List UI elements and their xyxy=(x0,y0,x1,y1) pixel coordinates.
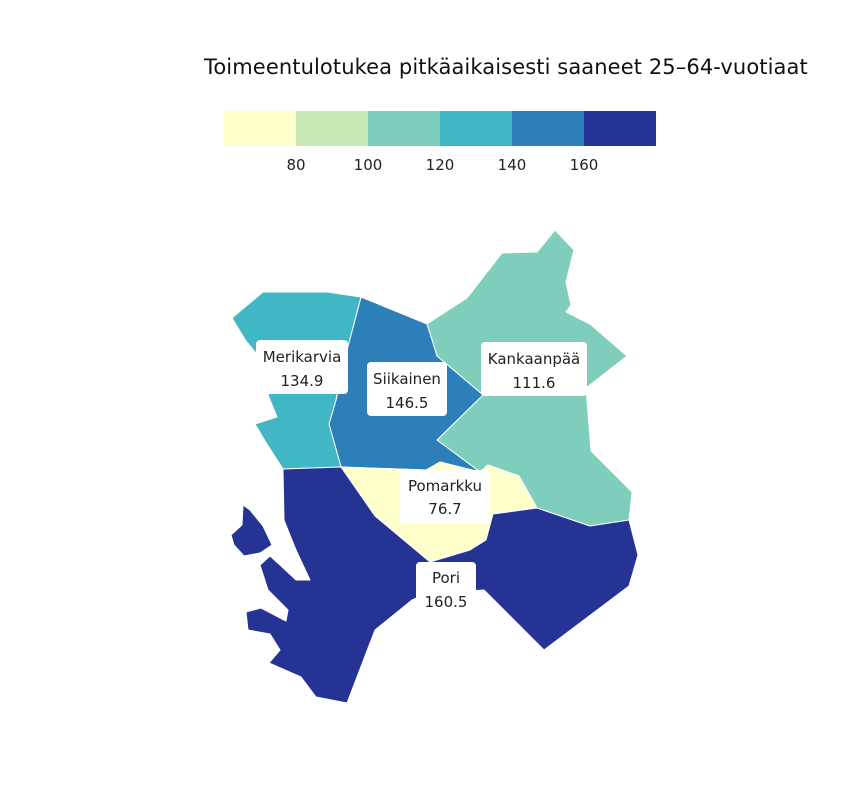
label-name-merikarvia: Merikarvia xyxy=(263,348,342,366)
region-labels: Merikarvia 134.9 Siikainen 146.5 Kankaan… xyxy=(256,340,587,616)
legend-swatch-3 xyxy=(368,111,440,146)
legend-tick-160: 160 xyxy=(570,156,599,174)
legend-tick-120: 120 xyxy=(426,156,455,174)
region-pori-island xyxy=(230,504,273,557)
legend-swatch-4 xyxy=(440,111,512,146)
label-value-merikarvia: 134.9 xyxy=(281,372,324,390)
legend-tick-80: 80 xyxy=(286,156,305,174)
label-box-merikarvia xyxy=(256,340,348,394)
legend-tick-140: 140 xyxy=(498,156,527,174)
legend: 80 100 120 140 160 xyxy=(224,111,656,174)
legend-tick-100: 100 xyxy=(354,156,383,174)
legend-swatch-2 xyxy=(296,111,368,146)
label-pori: Pori 160.5 xyxy=(416,562,476,616)
legend-swatch-5 xyxy=(512,111,584,146)
municipalities xyxy=(230,229,639,704)
label-box-pomarkku xyxy=(400,470,490,524)
label-value-kankaanpaa: 111.6 xyxy=(513,374,556,392)
label-name-pomarkku: Pomarkku xyxy=(408,477,482,495)
label-box-siikainen xyxy=(367,362,447,416)
label-value-pomarkku: 76.7 xyxy=(428,500,461,518)
label-box-kankaanpaa xyxy=(481,342,587,396)
label-value-siikainen: 146.5 xyxy=(386,394,429,412)
label-pomarkku: Pomarkku 76.7 xyxy=(400,470,490,524)
map-title: Toimeentulotukea pitkäaikaisesti saaneet… xyxy=(204,55,808,79)
label-box-pori xyxy=(416,562,476,616)
label-value-pori: 160.5 xyxy=(425,593,468,611)
label-kankaanpaa: Kankaanpää 111.6 xyxy=(481,342,587,396)
label-name-siikainen: Siikainen xyxy=(373,370,441,388)
label-name-pori: Pori xyxy=(432,569,460,587)
label-siikainen: Siikainen 146.5 xyxy=(367,362,447,416)
legend-swatch-6 xyxy=(584,111,656,146)
label-name-kankaanpaa: Kankaanpää xyxy=(488,350,581,368)
label-merikarvia: Merikarvia 134.9 xyxy=(256,340,348,394)
legend-swatch-1 xyxy=(224,111,296,146)
